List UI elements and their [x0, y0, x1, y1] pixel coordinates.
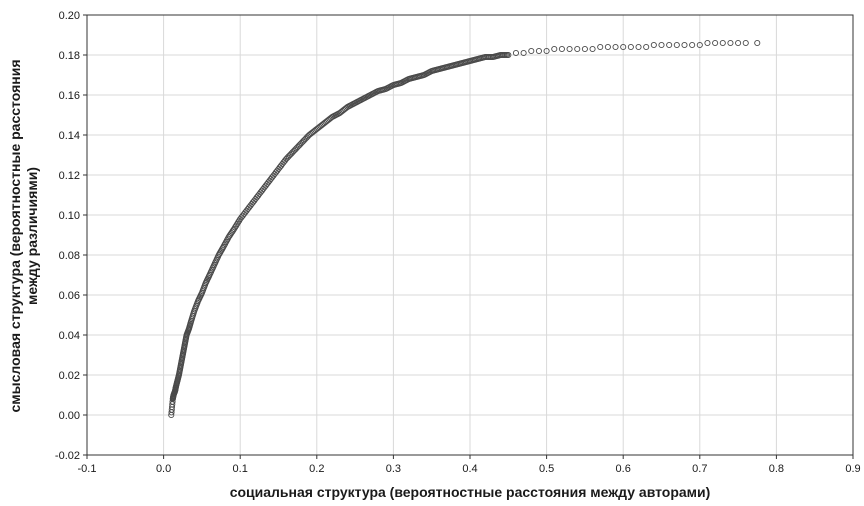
x-tick-label: -0.1	[78, 463, 97, 475]
data-point	[704, 39, 711, 47]
data-point	[673, 41, 680, 49]
data-point	[650, 41, 657, 49]
data-point	[589, 45, 596, 53]
y-tick-label: 0.20	[59, 10, 80, 22]
data-point	[597, 43, 604, 51]
data-point	[505, 51, 512, 59]
data-point	[551, 45, 558, 53]
y-axis-title-line-1: смысловая структура (вероятностные расст…	[7, 60, 23, 413]
data-point	[696, 41, 703, 49]
data-point	[604, 43, 611, 51]
data-point	[658, 41, 665, 49]
data-point	[558, 45, 565, 53]
x-tick-label: 0.6	[616, 463, 631, 475]
data-point	[727, 39, 734, 47]
data-point	[719, 39, 726, 47]
y-tick-label: 0.16	[59, 90, 80, 102]
x-tick-labels: -0.1 0.0 0.1 0.2 0.3 0.4 0.5 0.6 0.7 0.8 0.9	[78, 463, 861, 475]
x-tick-label: 0.3	[386, 463, 401, 475]
x-tick-label: 0.1	[233, 463, 248, 475]
data-point	[230, 227, 237, 234]
data-point	[689, 41, 696, 49]
data-point	[574, 45, 581, 53]
y-tick-label: 0.12	[59, 170, 80, 182]
x-tick-label: 0.8	[769, 463, 784, 475]
grid	[86, 14, 854, 456]
y-tick-label: 0.08	[59, 250, 80, 262]
data-point	[581, 45, 588, 53]
data-point	[620, 43, 627, 51]
y-tick-label: -0.02	[55, 450, 80, 462]
x-tick-label: 0.0	[156, 463, 171, 475]
data-point	[635, 43, 642, 51]
x-tick-label: 0.4	[462, 463, 477, 475]
data-point	[566, 45, 573, 53]
data-point	[666, 41, 673, 49]
ticks	[83, 14, 854, 459]
data-point	[681, 41, 688, 49]
y-tick-label: 0.06	[59, 290, 80, 302]
data-points	[168, 39, 761, 419]
data-point	[543, 47, 550, 55]
data-point	[627, 43, 634, 51]
y-tick-label: 0.14	[59, 130, 80, 142]
x-tick-label: 0.9	[845, 463, 860, 475]
x-tick-label: 0.5	[539, 463, 554, 475]
data-point	[754, 39, 761, 47]
x-tick-label: 0.2	[309, 463, 324, 475]
y-axis-title-line-2: между различиями)	[24, 167, 40, 305]
data-point	[528, 47, 535, 55]
data-point	[612, 43, 619, 51]
data-point	[735, 39, 742, 47]
y-axis-title-group: смысловая структура (вероятностные расст…	[7, 60, 40, 413]
x-axis-title: социальная структура (вероятностные расс…	[230, 484, 711, 500]
data-point	[742, 39, 749, 47]
x-tick-label: 0.7	[692, 463, 707, 475]
data-point	[712, 39, 719, 47]
data-point	[512, 49, 520, 57]
data-point	[520, 49, 527, 57]
y-tick-label: 0.00	[59, 410, 80, 422]
y-tick-labels: -0.02 0.00 0.02 0.04 0.06 0.08 0.10 0.12 0.14 0.1…	[55, 10, 80, 462]
data-point	[643, 43, 650, 51]
data-point	[535, 47, 542, 55]
y-tick-label: 0.18	[59, 50, 80, 62]
y-tick-label: 0.02	[59, 370, 80, 382]
y-tick-label: 0.04	[59, 330, 80, 342]
y-tick-label: 0.10	[59, 210, 80, 222]
